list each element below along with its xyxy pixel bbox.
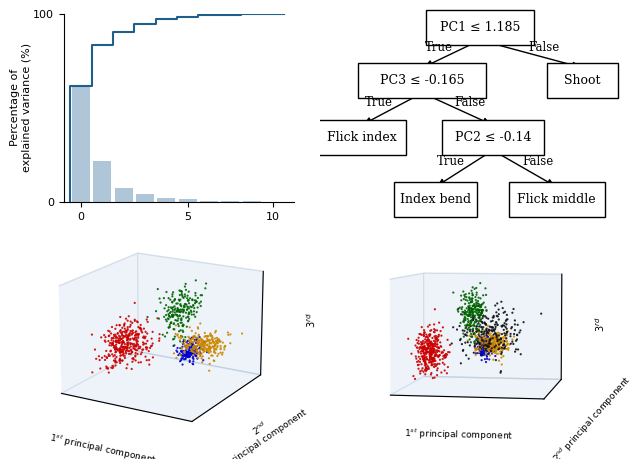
Text: False: False <box>522 155 553 168</box>
Text: True: True <box>424 40 452 54</box>
Y-axis label: 2$^{nd}$
principal component: 2$^{nd}$ principal component <box>218 397 308 459</box>
Bar <box>157 198 175 202</box>
FancyBboxPatch shape <box>394 182 477 217</box>
Text: False: False <box>529 40 559 54</box>
Text: PC3 ≤ -0.165: PC3 ≤ -0.165 <box>380 74 465 87</box>
X-axis label: Principal component index: Principal component index <box>100 227 258 240</box>
Text: Shoot: Shoot <box>564 74 601 87</box>
FancyBboxPatch shape <box>547 63 618 98</box>
Text: PC2 ≤ -0.14: PC2 ≤ -0.14 <box>454 131 531 144</box>
Text: Flick index: Flick index <box>327 131 396 144</box>
Bar <box>200 201 218 202</box>
Y-axis label: Percentage of
explained variance (%): Percentage of explained variance (%) <box>10 43 32 173</box>
FancyBboxPatch shape <box>426 10 534 45</box>
Bar <box>93 162 111 202</box>
FancyBboxPatch shape <box>509 182 605 217</box>
Text: True: True <box>437 155 465 168</box>
FancyBboxPatch shape <box>358 63 486 98</box>
X-axis label: 1$^{st}$ principal component: 1$^{st}$ principal component <box>404 426 513 443</box>
Text: True: True <box>365 95 393 109</box>
Text: Flick middle: Flick middle <box>518 193 596 206</box>
Bar <box>72 86 90 202</box>
Bar <box>136 194 154 202</box>
Text: False: False <box>455 95 486 109</box>
Bar <box>179 199 196 202</box>
Text: PC1 ≤ 1.185: PC1 ≤ 1.185 <box>440 21 520 34</box>
FancyBboxPatch shape <box>317 120 406 155</box>
Bar <box>221 201 239 202</box>
Bar <box>115 189 133 202</box>
X-axis label: 1$^{st}$ principal component: 1$^{st}$ principal component <box>49 431 158 459</box>
Text: Index bend: Index bend <box>399 193 471 206</box>
Y-axis label: 2$^{nd}$ principal component: 2$^{nd}$ principal component <box>550 373 635 459</box>
FancyBboxPatch shape <box>442 120 544 155</box>
